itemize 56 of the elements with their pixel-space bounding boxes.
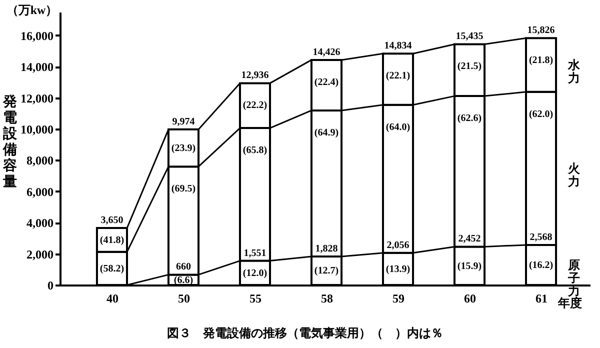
x-tick-label: 55: [249, 292, 262, 306]
x-axis-title: 年度: [557, 296, 582, 310]
annotation: (21.5): [457, 61, 482, 72]
total-label: 15,435: [456, 31, 484, 42]
series-label: 火力: [567, 161, 582, 188]
annotation: (41.8): [100, 234, 124, 246]
series-label: 原子力: [567, 258, 580, 298]
annotation: (6.6): [174, 274, 194, 286]
annotation: (23.9): [171, 143, 196, 154]
x-tick-label: 50: [178, 292, 190, 306]
x-tick-label: 58: [321, 292, 333, 306]
annotation: (22.2): [242, 100, 268, 112]
annotation: (69.5): [171, 184, 196, 195]
annotation: (22.4): [314, 76, 339, 88]
data-label: 2,056: [386, 240, 410, 251]
annotation: (64.9): [314, 127, 339, 138]
annotation: (12.0): [242, 268, 268, 279]
text: （万kw）: [6, 3, 58, 17]
series-label: 水力: [567, 58, 582, 86]
annotation: (62.6): [457, 113, 482, 124]
y-tick-label: 2,000: [26, 247, 54, 262]
x-tick-label: 40: [106, 292, 118, 306]
annotation: (22.1): [386, 70, 410, 82]
total-label: 14,426: [312, 46, 340, 58]
y-tick-label: 0: [48, 278, 54, 292]
annotation: (15.9): [457, 260, 482, 272]
x-tick-label: 61: [536, 292, 548, 306]
y-tick-label: 12,000: [20, 91, 54, 106]
y-tick-label: 8,000: [26, 154, 54, 168]
text: 図３ 発電設備の推移（電気事業用）（ ）内は％: [167, 326, 443, 340]
data-label: 1,551: [244, 248, 266, 259]
y-tick-label: 14,000: [20, 60, 54, 74]
annotation: (58.2): [100, 263, 124, 274]
data-label: 2,568: [530, 232, 552, 243]
total-label: 15,826: [527, 25, 555, 36]
data-label: 1,828: [315, 243, 338, 254]
y-axis-title: 発電設備容量: [2, 94, 18, 190]
annotation: (12.7): [314, 266, 339, 277]
annotation: (65.8): [242, 145, 268, 156]
total-label: 9,974: [172, 116, 195, 128]
data-label: 2,452: [458, 234, 481, 245]
x-tick-label: 60: [464, 292, 476, 306]
total-label: 3,650: [100, 215, 124, 226]
data-label: 660: [176, 262, 191, 273]
total-label: 14,834: [384, 40, 412, 52]
annotation: (16.2): [528, 260, 554, 271]
annotation: (21.8): [528, 55, 554, 66]
annotation: (62.0): [528, 108, 554, 120]
annotation: (64.0): [386, 122, 410, 133]
total-label: 12,936: [241, 70, 269, 82]
x-tick-label: 59: [392, 292, 405, 306]
y-tick-label: 4,000: [26, 216, 54, 230]
annotation: (13.9): [386, 264, 410, 275]
y-tick-label: 10,000: [20, 122, 54, 136]
y-tick-label: 16,000: [20, 28, 54, 43]
y-tick-label: 6,000: [26, 184, 54, 199]
